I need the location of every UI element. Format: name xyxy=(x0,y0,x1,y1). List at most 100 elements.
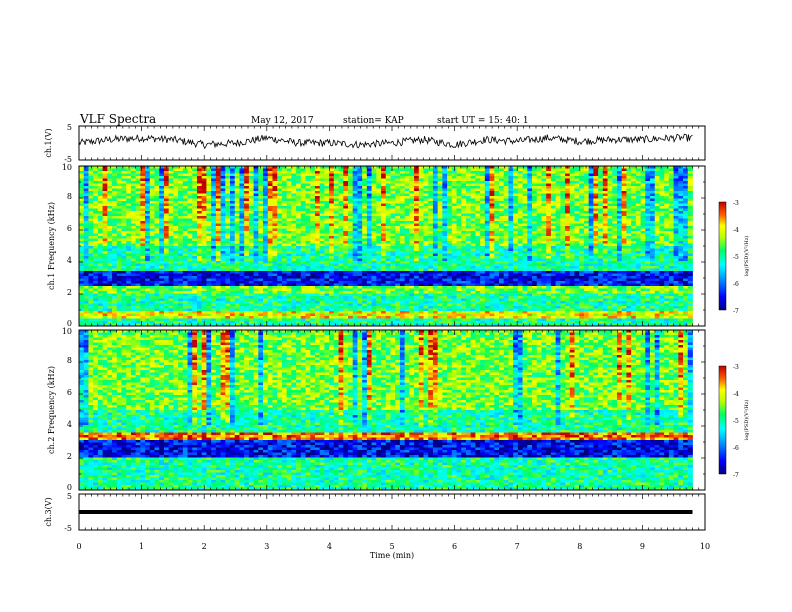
spectrogram-cell xyxy=(253,211,259,214)
spectrogram-cell xyxy=(461,166,467,169)
spectrogram-cell xyxy=(79,188,85,192)
spectrogram-cell xyxy=(159,253,165,257)
spectrogram-cell xyxy=(499,171,505,174)
spectrogram-cell xyxy=(277,211,283,214)
spectrogram-cell xyxy=(154,188,160,192)
spectrogram-cell xyxy=(428,216,434,219)
spectrogram-cell xyxy=(442,256,448,259)
spectrogram-cell xyxy=(352,183,358,187)
spectrogram-cell xyxy=(612,218,618,222)
spectrogram-cell xyxy=(395,218,401,222)
spectrogram-cell xyxy=(390,181,396,184)
spectrogram-cell xyxy=(329,168,335,172)
spectrogram-cell xyxy=(376,258,382,262)
spectrogram-cell xyxy=(541,183,547,187)
spectrogram-cell xyxy=(239,196,245,199)
spectrogram-cell xyxy=(593,226,599,229)
spectrogram-cell xyxy=(513,226,519,229)
spectrogram-cell xyxy=(418,228,424,232)
spectrogram-cell xyxy=(550,226,557,229)
spectrogram-cell xyxy=(107,228,113,232)
spectrogram-cell xyxy=(93,233,99,237)
spectrogram-cell xyxy=(79,176,85,179)
spectrogram-cell xyxy=(635,166,641,169)
spectrogram-cell xyxy=(107,196,113,199)
spectrogram-cell xyxy=(300,236,306,239)
spectrogram-cell xyxy=(541,226,547,229)
spectrogram-cell xyxy=(215,183,221,187)
spectrogram-cell xyxy=(159,166,165,169)
spectrogram-cell xyxy=(664,223,670,227)
spectrogram-cell xyxy=(107,253,113,257)
spectrogram-cell xyxy=(635,258,641,262)
spectrogram-cell xyxy=(310,223,316,227)
spectrogram-cell xyxy=(399,191,406,194)
spectrogram-cell xyxy=(418,186,424,189)
spectrogram-cell xyxy=(395,243,401,247)
spectrogram-cell xyxy=(196,206,203,209)
spectrogram-cell xyxy=(135,221,141,224)
spectrogram-cell xyxy=(333,248,339,252)
spectrogram-cell xyxy=(291,236,297,239)
spectrogram-cell xyxy=(347,246,354,249)
spectrogram-cell xyxy=(291,218,297,222)
spectrogram-cell xyxy=(182,181,188,184)
spectrogram-cell xyxy=(404,256,410,259)
spectrogram-cell xyxy=(489,258,495,262)
spectrogram-cell xyxy=(390,243,396,247)
spectrogram-cell xyxy=(475,248,481,252)
spectrogram-cell xyxy=(607,241,613,244)
spectrogram-cell xyxy=(513,243,519,247)
spectrogram-cell xyxy=(536,233,542,237)
spectrogram-cell xyxy=(451,246,457,249)
spectrogram-cell xyxy=(678,203,684,207)
spectrogram-cell xyxy=(532,218,538,222)
spectrogram-cell xyxy=(192,203,198,207)
spectrogram-cell xyxy=(598,233,604,237)
spectrogram-cell xyxy=(546,231,552,234)
spectrogram-cell xyxy=(130,253,137,257)
spectrogram-cell xyxy=(465,228,472,232)
spectrogram-cell xyxy=(621,201,627,204)
spectrogram-cell xyxy=(631,188,637,192)
spectrogram-cell xyxy=(555,203,561,207)
spectrogram-cell xyxy=(607,198,613,202)
spectrogram-cell xyxy=(395,173,401,177)
spectrogram-cell xyxy=(352,228,358,232)
spectrogram-cell xyxy=(319,211,325,214)
spectrogram-cell xyxy=(631,223,637,227)
spectrogram-cell xyxy=(192,221,198,224)
spectrogram-cell xyxy=(399,216,406,219)
spectrogram-cell xyxy=(286,261,292,264)
spectrogram-cell xyxy=(277,238,283,242)
spectrogram-cell xyxy=(145,178,151,182)
spectrogram-cell xyxy=(244,208,250,212)
spectrogram-cell xyxy=(678,168,684,172)
spectrogram-cell xyxy=(102,211,108,214)
spectrogram-cell xyxy=(112,211,118,214)
spectrogram-cell xyxy=(621,173,627,177)
spectrogram-cell xyxy=(536,206,542,209)
spectrogram-cell xyxy=(532,241,538,244)
spectrogram-cell xyxy=(192,233,198,237)
spectrogram-cell xyxy=(546,201,552,204)
spectrogram-cell xyxy=(107,178,113,182)
spectrogram-cell xyxy=(272,251,278,254)
spectrogram-cell xyxy=(357,233,363,237)
spectrogram-cell xyxy=(314,253,321,257)
spectrogram-cell xyxy=(522,221,528,224)
spectrogram-cell xyxy=(645,211,651,214)
spectrogram-cell xyxy=(230,231,236,234)
spectrogram-cell xyxy=(93,251,99,254)
spectrogram-cell xyxy=(635,251,641,254)
spectrogram-cell xyxy=(517,203,523,207)
spectrogram-cell xyxy=(668,216,674,219)
spectrogram-cell xyxy=(569,183,575,187)
spectrogram-cell xyxy=(494,243,500,247)
spectrogram-cell xyxy=(347,188,354,192)
spectrogram-cell xyxy=(621,231,627,234)
spectrogram-cell xyxy=(532,201,538,204)
spectrogram-cell xyxy=(154,201,160,204)
spectrogram-cell xyxy=(352,208,358,212)
spectrogram-cell xyxy=(522,233,528,237)
